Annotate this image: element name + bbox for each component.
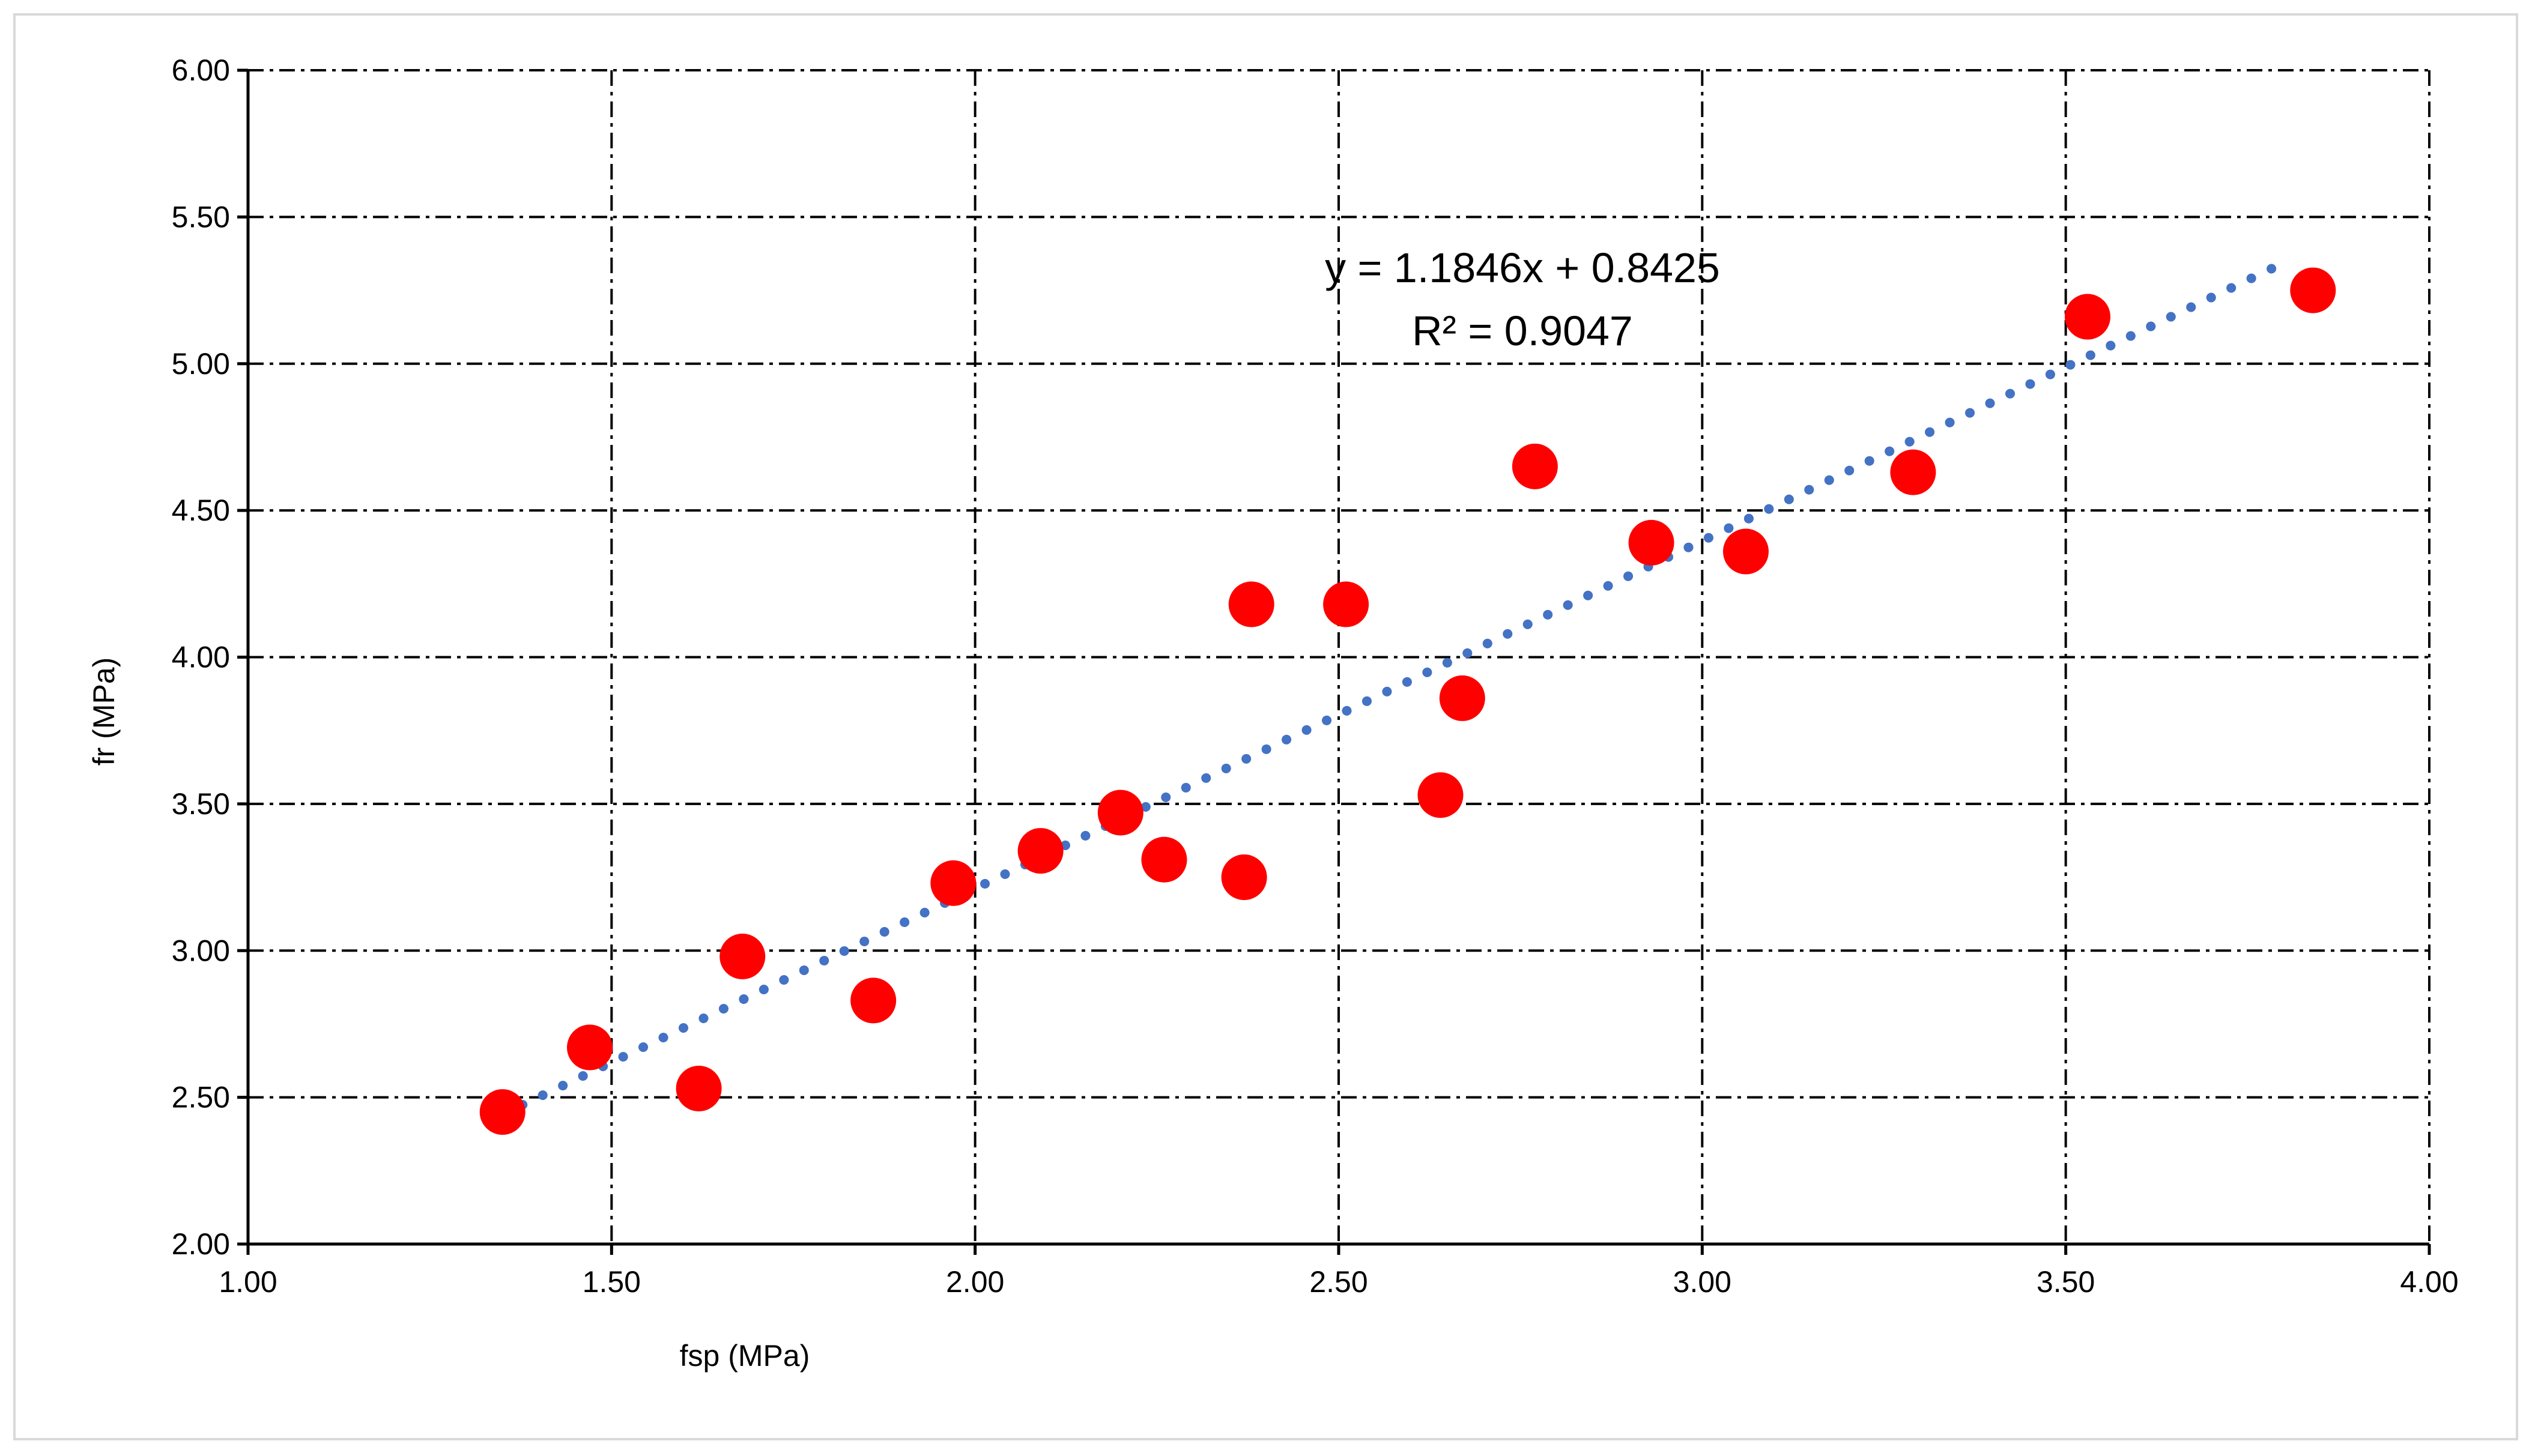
- data-point: [1221, 854, 1267, 901]
- trendline-path: [497, 254, 2296, 1120]
- data-point: [1017, 828, 1064, 874]
- y-axis-title: fr (MPa): [87, 657, 121, 766]
- axes: [237, 68, 2431, 1255]
- data-point: [1890, 449, 1936, 495]
- data-point: [719, 934, 766, 980]
- x-tick-label: 1.00: [219, 1265, 277, 1299]
- x-tick-label: 4.00: [2400, 1265, 2458, 1299]
- y-tick-label: 4.00: [172, 641, 230, 674]
- data-point: [1439, 675, 1485, 721]
- data-point: [1228, 581, 1274, 627]
- data-point: [1722, 528, 1769, 575]
- data-point: [930, 860, 977, 906]
- data-point: [2290, 267, 2336, 313]
- x-tick-label: 3.00: [1673, 1265, 1731, 1299]
- y-tick-label: 5.00: [172, 347, 230, 381]
- x-tick-label: 1.50: [583, 1265, 641, 1299]
- data-point: [1141, 836, 1187, 883]
- x-tick-label: 2.00: [946, 1265, 1004, 1299]
- y-tick-label: 2.00: [172, 1227, 230, 1261]
- data-point: [1323, 581, 1369, 627]
- data-point: [1512, 443, 1558, 489]
- y-tick-label: 3.50: [172, 787, 230, 821]
- data-point: [479, 1089, 525, 1135]
- data-point: [676, 1065, 722, 1111]
- chart-frame: [13, 13, 2518, 1440]
- data-point: [850, 977, 897, 1024]
- r-squared-label: R² = 0.9047: [1412, 307, 1633, 354]
- data-point: [1417, 772, 1464, 818]
- y-tick-label: 2.50: [172, 1081, 230, 1114]
- x-axis-title: fsp (MPa): [680, 1339, 810, 1373]
- tick-labels: 2.00 2.50 3.00 3.50 4.00 4.50 5.00 5.50 6.00 1.00…: [172, 53, 2459, 1299]
- data-point: [1097, 790, 1143, 836]
- data-point: [1628, 519, 1674, 566]
- trendline: [497, 254, 2296, 1120]
- data-point: [567, 1024, 613, 1071]
- x-tick-label: 3.50: [2037, 1265, 2095, 1299]
- data-point: [2064, 294, 2110, 340]
- trendline-equation: y = 1.1846x + 0.8425: [1325, 244, 1720, 291]
- data-points: [479, 267, 2336, 1135]
- y-tick-label: 5.50: [172, 200, 230, 234]
- y-tick-label: 4.50: [172, 494, 230, 527]
- y-tick-label: 3.00: [172, 934, 230, 967]
- y-tick-label: 6.00: [172, 53, 230, 87]
- x-tick-label: 2.50: [1309, 1265, 1367, 1299]
